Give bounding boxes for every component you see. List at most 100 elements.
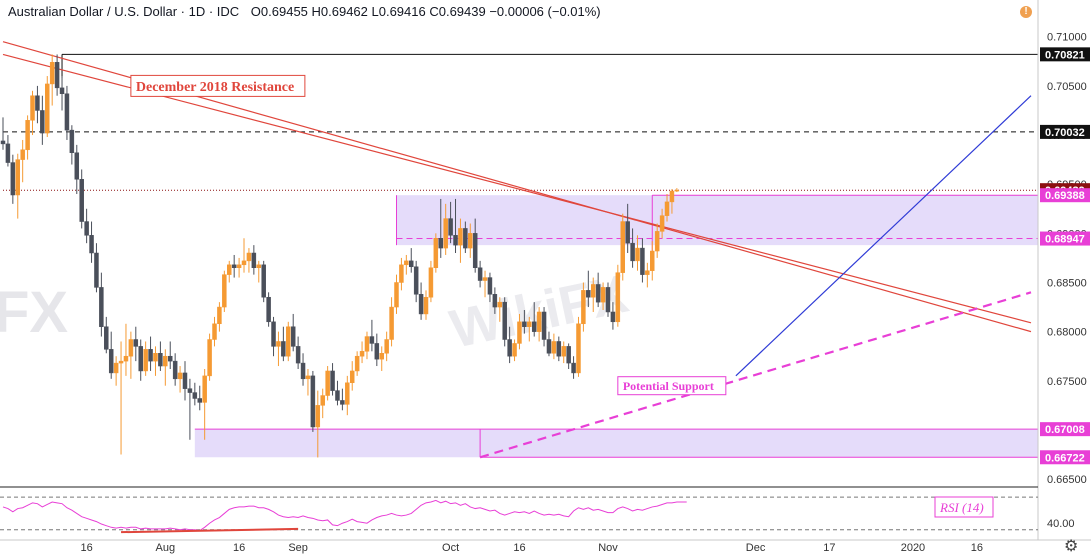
- candle-161: [615, 264, 621, 327]
- candle-body: [202, 375, 207, 403]
- candle-body: [438, 238, 444, 249]
- candle-body: [477, 267, 483, 281]
- candle-body: [305, 375, 311, 380]
- candle-139: [507, 326, 512, 364]
- candle-171: [664, 194, 670, 222]
- candle-105: [340, 388, 345, 411]
- candle-body: [674, 189, 680, 192]
- candle-body: [379, 353, 384, 360]
- price-label: 0.70032: [1045, 127, 1085, 139]
- candle-69: [163, 349, 168, 386]
- y-tick-label: 0.68500: [1047, 277, 1087, 289]
- candle-54: [89, 221, 94, 263]
- candle-116: [394, 274, 399, 314]
- candle-85: [241, 238, 247, 273]
- rsi-line: [2, 499, 687, 532]
- rsi-divergence-line: [121, 527, 299, 534]
- candle-body: [497, 301, 503, 308]
- candle-body: [99, 287, 104, 327]
- candle-57: [104, 316, 109, 354]
- candle-49: [64, 85, 70, 140]
- candle-118: [404, 254, 409, 275]
- candle-body: [118, 360, 124, 364]
- candle-149: [556, 336, 562, 362]
- candle-body: [236, 264, 242, 268]
- price-label: 0.68947: [1045, 234, 1085, 246]
- candle-124: [433, 233, 439, 273]
- candle-body: [527, 321, 532, 327]
- candle-body: [227, 264, 232, 275]
- candle-96: [295, 336, 301, 369]
- candle-body: [625, 221, 630, 244]
- candle-body: [163, 355, 168, 367]
- candle-body: [158, 353, 163, 367]
- candle-166: [640, 238, 645, 283]
- price-label-bg: [1040, 422, 1090, 437]
- candle-165: [635, 235, 640, 271]
- candle-81: [222, 270, 227, 312]
- candle-body: [153, 353, 158, 362]
- candle-134: [482, 270, 488, 298]
- candle-body: [364, 336, 370, 352]
- resistance-label: December 2018 Resistance: [136, 80, 294, 95]
- candle-body: [59, 87, 65, 95]
- candle-body: [482, 277, 488, 281]
- y-tick-label: 0.68000: [1047, 327, 1087, 339]
- candle-body: [605, 287, 611, 313]
- price-label: 0.67008: [1045, 424, 1085, 436]
- candle-130: [463, 221, 468, 253]
- candle-body: [335, 390, 340, 401]
- candle-body: [330, 370, 335, 391]
- x-tick-label: 16: [513, 542, 525, 554]
- candle-102: [325, 366, 330, 401]
- candle-body: [404, 260, 409, 266]
- y-tick-label: 0.66500: [1047, 474, 1087, 486]
- candle-91: [271, 316, 276, 357]
- candle-body: [586, 290, 591, 298]
- candle-98: [305, 368, 311, 396]
- candle-body: [448, 218, 453, 236]
- annotation-box-1: [617, 376, 727, 396]
- alert-icon[interactable]: !: [1020, 6, 1032, 18]
- candle-body: [20, 149, 25, 160]
- price-label-bg: [1040, 231, 1090, 246]
- candle-103: [330, 363, 335, 396]
- candle-body: [556, 341, 562, 357]
- candle-140: [512, 339, 517, 362]
- candle-body: [143, 349, 148, 372]
- candle-132: [472, 218, 478, 273]
- candle-169: [654, 223, 660, 258]
- candle-body: [669, 190, 675, 203]
- rsi-label-box: [934, 496, 994, 518]
- ohlc-readout: O0.69455 H0.69462 L0.69416 C0.69439 −0.0…: [250, 4, 601, 19]
- candle-67: [153, 346, 158, 376]
- candle-body: [492, 294, 498, 308]
- candle-65: [143, 341, 148, 376]
- price-label: 0.66722: [1045, 452, 1085, 464]
- x-tick-label: 16: [80, 542, 92, 554]
- candle-body: [148, 349, 153, 362]
- candle-body: [182, 372, 188, 389]
- resistance-zone: [396, 195, 1039, 246]
- candle-body: [15, 159, 21, 196]
- candle-body: [581, 290, 586, 325]
- candle-147: [546, 331, 552, 357]
- candle-122: [423, 290, 429, 320]
- gear-icon[interactable]: ⚙: [1064, 536, 1079, 555]
- candle-62: [128, 331, 134, 379]
- candle-body: [74, 152, 80, 180]
- candle-body: [30, 95, 35, 121]
- candle-body: [369, 336, 375, 344]
- candle-body: [45, 83, 50, 134]
- candle-53: [84, 208, 89, 244]
- candle-body: [453, 235, 458, 246]
- candle-70: [167, 341, 173, 369]
- candle-body: [561, 346, 566, 357]
- candle-body: [551, 341, 557, 354]
- candle-138: [502, 297, 507, 347]
- candle-body: [207, 339, 212, 377]
- candle-97: [300, 353, 306, 386]
- candle-body: [246, 252, 252, 262]
- price-label-bg: [1040, 124, 1090, 139]
